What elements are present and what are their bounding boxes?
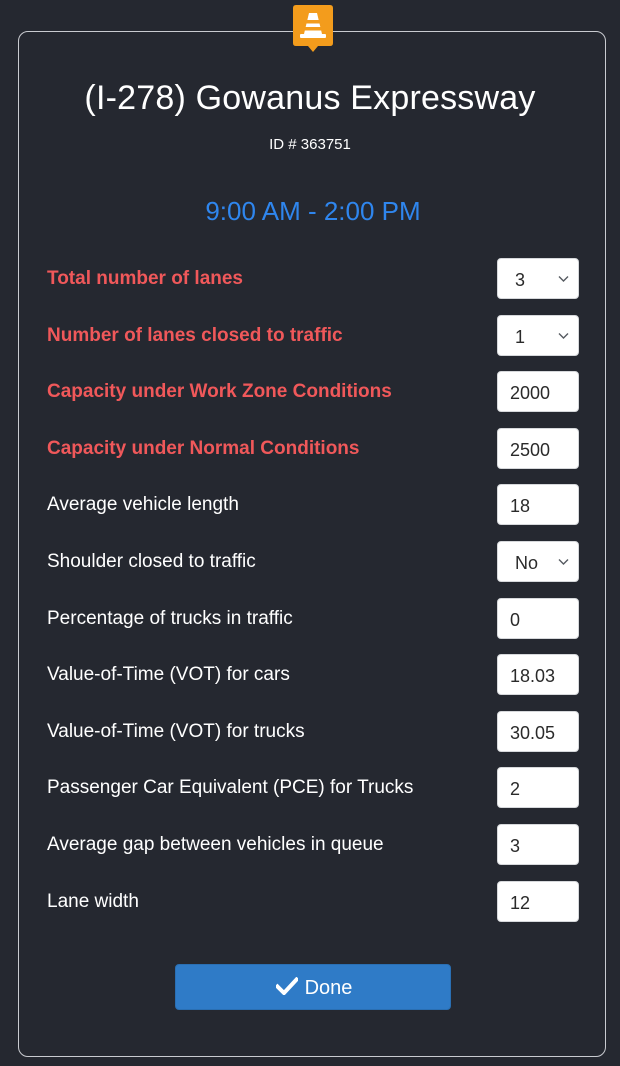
form-row: Percentage of trucks in traffic 0 bbox=[0, 598, 620, 640]
field-label: Value-of-Time (VOT) for cars bbox=[47, 664, 290, 685]
field-value: 2 bbox=[510, 779, 521, 799]
field-label: Capacity under Normal Conditions bbox=[47, 438, 360, 459]
time-range: 9:00 AM - 2:00 PM bbox=[205, 196, 421, 226]
field-value: 30.05 bbox=[510, 723, 556, 743]
field-value: 2500 bbox=[510, 440, 551, 460]
done-button[interactable]: Done bbox=[175, 964, 451, 1010]
field-label: Number of lanes closed to traffic bbox=[47, 325, 343, 346]
field-input[interactable]: 2500 bbox=[497, 428, 579, 469]
traffic-cone-icon bbox=[293, 5, 333, 52]
done-label: Done bbox=[304, 977, 353, 999]
chevron-down-icon bbox=[558, 559, 569, 565]
field-label: Lane width bbox=[47, 891, 139, 912]
field-input[interactable]: 30.05 bbox=[497, 711, 579, 752]
page-title: (I-278) Gowanus Expressway bbox=[84, 79, 536, 117]
field-value: 0 bbox=[510, 610, 521, 630]
form-row: Total number of lanes 3 bbox=[0, 258, 620, 300]
field-input[interactable]: 2 bbox=[497, 767, 579, 808]
field-value: 3 bbox=[515, 270, 526, 290]
field-label: Shoulder closed to traffic bbox=[47, 551, 256, 572]
field-input[interactable]: 3 bbox=[497, 824, 579, 865]
field-value: 1 bbox=[515, 327, 526, 347]
form-row: Value-of-Time (VOT) for trucks 30.05 bbox=[0, 711, 620, 753]
chevron-down-icon bbox=[558, 276, 569, 282]
form-row: Average vehicle length 18 bbox=[0, 484, 620, 526]
field-label: Capacity under Work Zone Conditions bbox=[47, 381, 392, 402]
form-row: Passenger Car Equivalent (PCE) for Truck… bbox=[0, 767, 620, 809]
field-value: 2000 bbox=[510, 383, 551, 403]
field-label: Average gap between vehicles in queue bbox=[47, 834, 384, 855]
form-row: Average gap between vehicles in queue 3 bbox=[0, 824, 620, 866]
form-row: Shoulder closed to traffic No bbox=[0, 541, 620, 583]
form-row: Capacity under Normal Conditions 2500 bbox=[0, 428, 620, 470]
form-row: Value-of-Time (VOT) for cars 18.03 bbox=[0, 654, 620, 696]
field-value: 12 bbox=[510, 893, 531, 913]
field-input[interactable]: 0 bbox=[497, 598, 579, 639]
field-select[interactable]: 3 bbox=[497, 258, 579, 299]
field-label: Total number of lanes bbox=[47, 268, 244, 289]
field-label: Value-of-Time (VOT) for trucks bbox=[47, 721, 305, 742]
field-value: 18 bbox=[510, 496, 531, 516]
check-icon bbox=[275, 977, 298, 995]
field-input[interactable]: 2000 bbox=[497, 371, 579, 412]
chevron-down-icon bbox=[558, 333, 569, 339]
field-value: No bbox=[515, 553, 539, 573]
segment-id: ID # 363751 bbox=[269, 136, 351, 153]
field-value: 3 bbox=[510, 836, 521, 856]
field-input[interactable]: 12 bbox=[497, 881, 579, 922]
field-select[interactable]: 1 bbox=[497, 315, 579, 356]
form-row: Number of lanes closed to traffic 1 bbox=[0, 315, 620, 357]
form-row: Lane width 12 bbox=[0, 881, 620, 923]
field-input[interactable]: 18.03 bbox=[497, 654, 579, 695]
form-row: Capacity under Work Zone Conditions 2000 bbox=[0, 371, 620, 413]
field-select[interactable]: No bbox=[497, 541, 579, 582]
field-input[interactable]: 18 bbox=[497, 484, 579, 525]
field-label: Percentage of trucks in traffic bbox=[47, 608, 293, 629]
field-label: Average vehicle length bbox=[47, 494, 239, 515]
field-value: 18.03 bbox=[510, 666, 556, 686]
field-label: Passenger Car Equivalent (PCE) for Truck… bbox=[47, 777, 414, 798]
